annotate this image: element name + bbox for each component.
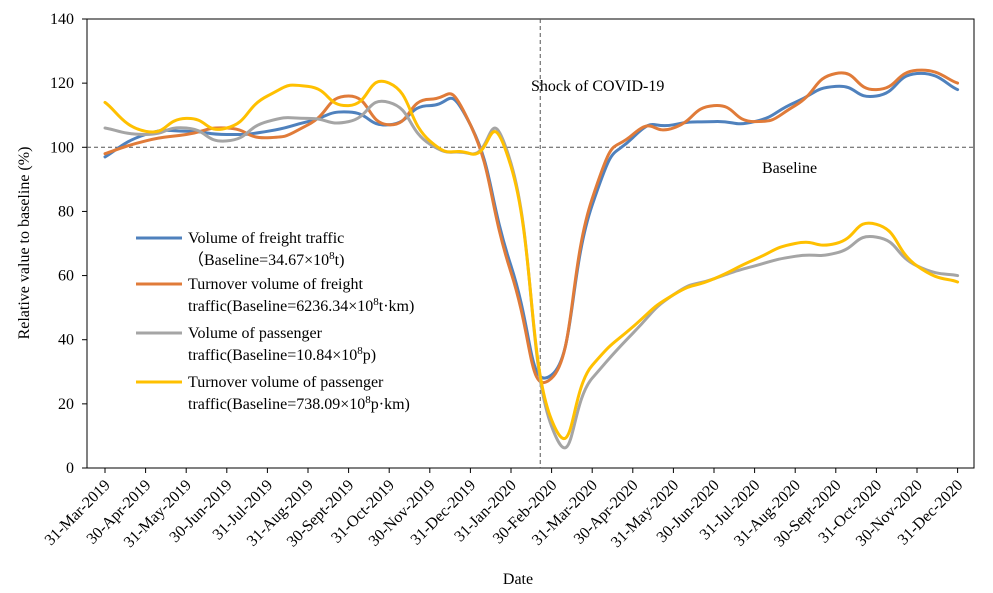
y-tick-label: 140 <box>50 11 74 28</box>
legend-label: Turnover volume of passenger <box>188 374 384 391</box>
legend-label: Volume of passenger <box>188 325 323 342</box>
y-tick-label: 40 <box>58 332 74 349</box>
y-tick-label: 80 <box>58 203 74 220</box>
legend-entry: Volume of freight traffic （Baseline=34.67… <box>136 230 344 269</box>
plot-area <box>86 18 975 469</box>
legend: Volume of freight traffic （Baseline=34.67… <box>136 230 414 413</box>
y-tick-label: 100 <box>50 139 74 156</box>
legend-label: Turnover volume of freight <box>188 276 363 293</box>
legend-label-detail: traffic(Baseline=6236.34×108t·km) <box>188 296 414 315</box>
reference-lines <box>87 19 974 468</box>
legend-label-detail: （Baseline=34.67×108t) <box>188 250 344 269</box>
baseline-label: Baseline <box>762 160 817 177</box>
x-axis-title: Date <box>503 571 533 588</box>
legend-label-detail: traffic(Baseline=10.84×108p) <box>188 345 376 364</box>
legend-label-detail: traffic(Baseline=738.09×108p·km) <box>188 394 410 413</box>
y-tick-label: 120 <box>50 75 74 92</box>
legend-label: Volume of freight traffic <box>188 230 344 247</box>
series-passenger-turnover <box>103 79 960 440</box>
y-tick-label: 20 <box>58 396 74 413</box>
axis-ticks: 02040608010012014031-Mar-201930-Apr-2019… <box>42 11 967 551</box>
legend-entry: Turnover volume of passenger traffic(Base… <box>136 374 410 413</box>
series-freight-volume <box>103 71 960 380</box>
y-tick-label: 0 <box>66 460 74 477</box>
series-lines <box>103 68 960 450</box>
series-freight-turnover <box>103 68 960 385</box>
legend-entry: Volume of passenger traffic(Baseline=10.8… <box>136 325 376 364</box>
y-axis-title: Relative value to baseline (%) <box>16 147 33 340</box>
covid-shock-label: Shock of COVID-19 <box>531 78 664 95</box>
y-tick-label: 60 <box>58 268 74 285</box>
legend-entry: Turnover volume of freight traffic(Baseli… <box>136 276 414 315</box>
